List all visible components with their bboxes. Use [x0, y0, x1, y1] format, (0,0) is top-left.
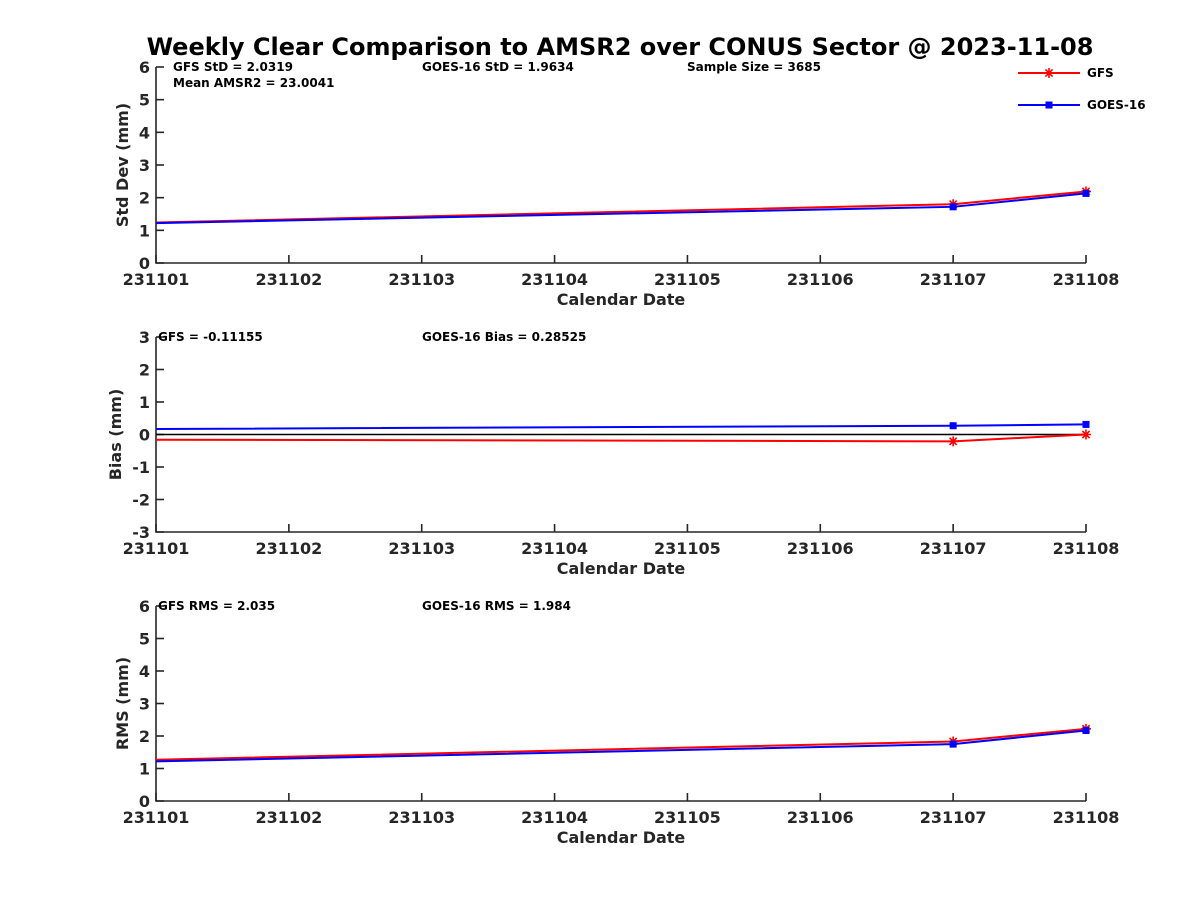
y-tick-label: 4 [139, 662, 150, 681]
y-tick-label: 6 [139, 58, 150, 77]
y-tick-label: 1 [139, 393, 150, 412]
series-line [155, 423, 1087, 430]
data-point [1082, 726, 1090, 734]
legend-marker [1044, 68, 1054, 78]
series-goes-16 [155, 726, 1090, 763]
data-point [948, 436, 959, 447]
x-tick-label: 231101 [123, 270, 190, 289]
y-tick-label: 5 [139, 630, 150, 649]
y-tick-label: 3 [139, 156, 150, 175]
x-tick-label: 231102 [255, 539, 322, 558]
legend: GFS GOES-16 [1018, 66, 1146, 112]
y-tick-label: 2 [139, 189, 150, 208]
x-tick-label: 231103 [388, 808, 455, 827]
annotation: Mean AMSR2 = 23.0041 [173, 76, 334, 90]
x-tick-label: 231102 [255, 270, 322, 289]
y-tick-label: 4 [139, 123, 150, 142]
series-line [155, 433, 1087, 443]
x-tick-label: 231108 [1053, 270, 1120, 289]
y-tick-label: 2 [139, 727, 150, 746]
axes-frame [155, 67, 1086, 264]
panel-1: 0 1 2 3 4 5 6 231101 231102 231103 231104 231105 231… [113, 58, 1119, 309]
axes-frame [155, 606, 1086, 802]
y-axis-label: RMS (mm) [113, 657, 132, 750]
x-tick-label: 231104 [521, 270, 588, 289]
y-tick-label: 1 [139, 760, 150, 779]
series-goes-16 [155, 189, 1090, 225]
x-tick-label: 231101 [123, 539, 190, 558]
x-tick-label: 231105 [654, 270, 721, 289]
panel-2: -3 -2 -1 0 1 2 3 231101 231102 231103 231104 231105… [106, 328, 1119, 578]
x-tick-label: 231106 [787, 808, 854, 827]
y-axis-label: Std Dev (mm) [113, 103, 132, 227]
x-tick-label: 231106 [787, 539, 854, 558]
data-point [1082, 420, 1090, 428]
x-tick-label: 231107 [920, 270, 987, 289]
x-tick-label: 231104 [521, 808, 588, 827]
annotation: GOES-16 Bias = 0.28525 [422, 330, 586, 344]
legend-marker [1045, 101, 1053, 109]
x-tick-label: 231103 [388, 539, 455, 558]
x-axis-label: Calendar Date [557, 828, 686, 847]
y-tick-label: 0 [139, 426, 150, 445]
x-axis-label: Calendar Date [557, 559, 686, 578]
data-point [949, 740, 957, 748]
legend-label: GFS [1087, 66, 1114, 80]
panel-3: 0 1 2 3 4 5 6 231101 231102 231103 231104 231105 231… [113, 597, 1119, 847]
x-tick-label: 231104 [521, 539, 588, 558]
data-point [949, 203, 957, 211]
x-tick-label: 231102 [255, 808, 322, 827]
y-tick-label: -1 [132, 458, 150, 477]
y-tick-label: 0 [139, 792, 150, 811]
data-point [949, 422, 957, 430]
y-tick-label: 6 [139, 597, 150, 616]
y-tick-label: 3 [139, 328, 150, 347]
y-tick-label: 1 [139, 221, 150, 240]
y-tick-label: -3 [132, 523, 150, 542]
series-gfs [155, 429, 1091, 447]
y-tick-label: 3 [139, 695, 150, 714]
annotation: Sample Size = 3685 [687, 60, 821, 74]
y-tick-label: 5 [139, 91, 150, 110]
x-tick-label: 231108 [1053, 539, 1120, 558]
data-point [1082, 189, 1090, 197]
x-tick-label: 231105 [654, 808, 721, 827]
y-axis-label: Bias (mm) [106, 389, 125, 481]
y-tick-label: -2 [132, 491, 150, 510]
y-tick-label: 0 [139, 254, 150, 273]
annotation: GFS StD = 2.0319 [173, 60, 293, 74]
annotation: GOES-16 RMS = 1.984 [422, 599, 571, 613]
annotation: GFS = -0.11155 [158, 330, 263, 344]
x-tick-label: 231107 [920, 539, 987, 558]
data-point [1081, 429, 1091, 440]
x-tick-label: 231107 [920, 808, 987, 827]
legend-label: GOES-16 [1087, 98, 1146, 112]
legend-entry-gfs: GFS [1018, 66, 1114, 80]
legend-entry-goes-16: GOES-16 [1018, 98, 1146, 112]
x-tick-label: 231101 [123, 808, 190, 827]
x-tick-label: 231105 [654, 539, 721, 558]
y-tick-label: 2 [139, 361, 150, 380]
series-goes-16 [155, 420, 1090, 430]
annotation: GFS RMS = 2.035 [158, 599, 275, 613]
x-axis-label: Calendar Date [557, 290, 686, 309]
x-tick-label: 231108 [1053, 808, 1120, 827]
x-tick-label: 231106 [787, 270, 854, 289]
x-tick-label: 231103 [388, 270, 455, 289]
chart-title: Weekly Clear Comparison to AMSR2 over CO… [147, 33, 1094, 61]
annotation: GOES-16 StD = 1.9634 [422, 60, 574, 74]
